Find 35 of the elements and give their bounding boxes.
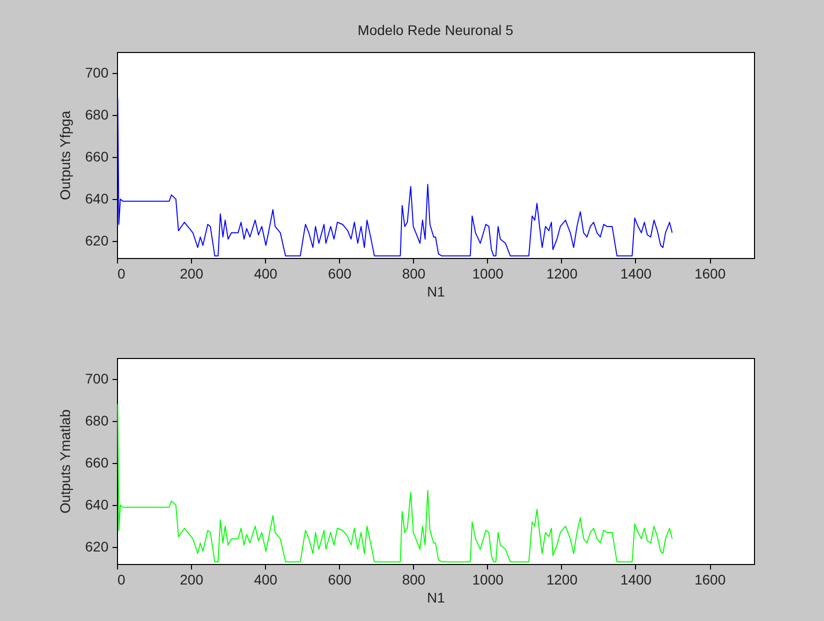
line-series bbox=[117, 404, 673, 562]
x-tick-label: 1400 bbox=[620, 572, 652, 588]
x-tick-label: 800 bbox=[402, 266, 426, 282]
x-tick-label: 0 bbox=[118, 266, 126, 282]
x-tick-label: 400 bbox=[254, 572, 278, 588]
x-tick-label: 800 bbox=[402, 572, 426, 588]
x-tick-label: 1600 bbox=[694, 266, 726, 282]
y-tick-label: 640 bbox=[85, 496, 109, 513]
y-axis-title: Outputs Yfpga bbox=[57, 110, 74, 200]
y-tick-label: 640 bbox=[85, 190, 109, 207]
x-tick-label: 1200 bbox=[546, 266, 578, 282]
y-tick-label: 680 bbox=[85, 106, 109, 123]
x-tick-label: 1200 bbox=[546, 572, 578, 588]
y-tick-label: 660 bbox=[85, 454, 109, 471]
x-tick-label: 1600 bbox=[694, 572, 726, 588]
y-tick-label: 620 bbox=[85, 538, 109, 555]
line-series bbox=[117, 98, 673, 256]
y-tick-label: 700 bbox=[85, 64, 109, 81]
x-tick-label: 1400 bbox=[620, 266, 652, 282]
y-tick-label: 680 bbox=[85, 412, 109, 429]
x-tick-label: 600 bbox=[328, 266, 352, 282]
x-tick-label: 200 bbox=[180, 572, 204, 588]
x-axis-title: N1 bbox=[427, 590, 446, 606]
x-tick-label: 1000 bbox=[472, 572, 504, 588]
x-axis-title: N1 bbox=[427, 284, 446, 300]
y-tick-label: 660 bbox=[85, 148, 109, 165]
y-tick-label: 700 bbox=[85, 370, 109, 387]
y-axis-title: Outputs Ymatlab bbox=[57, 409, 74, 514]
x-tick-label: 400 bbox=[254, 266, 278, 282]
y-tick-label: 620 bbox=[85, 232, 109, 249]
x-tick-label: 600 bbox=[328, 572, 352, 588]
x-tick-label: 200 bbox=[180, 266, 204, 282]
chart-title: Modelo Rede Neuronal 5 bbox=[358, 22, 514, 38]
x-tick-label: 0 bbox=[118, 572, 126, 588]
x-tick-label: 1000 bbox=[472, 266, 504, 282]
